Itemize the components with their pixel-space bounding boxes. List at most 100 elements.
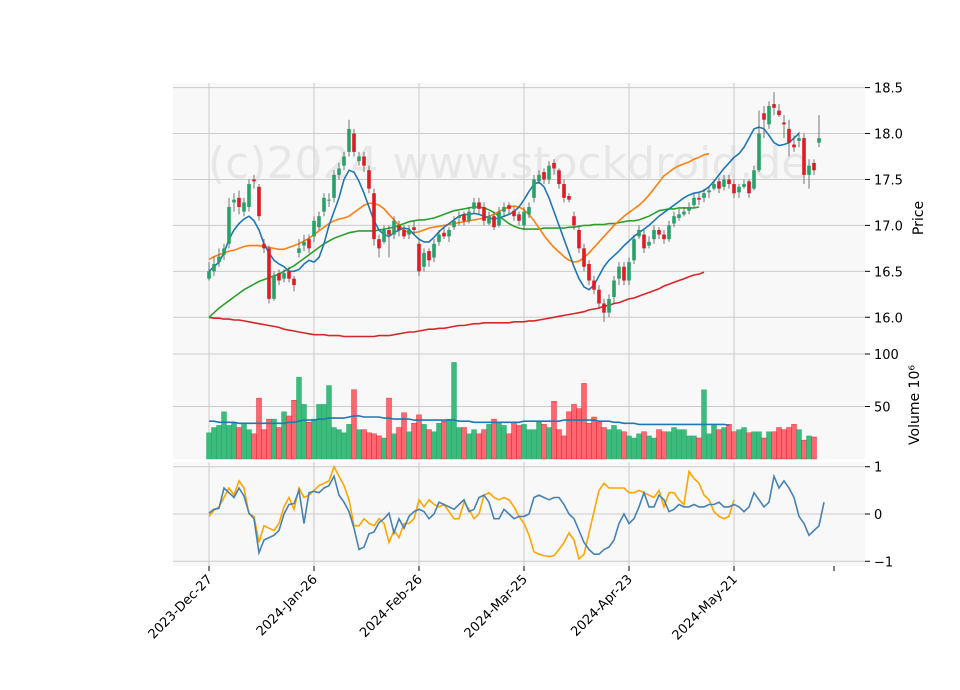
candle [522, 207, 526, 230]
candle [752, 165, 756, 191]
volume-bar [796, 429, 802, 460]
volume-bar [801, 439, 807, 460]
volume-bar [541, 424, 547, 460]
candle [402, 225, 406, 240]
volume-bar [431, 431, 437, 460]
volume-bar [231, 423, 237, 460]
candle [372, 188, 376, 246]
volume-bar [766, 431, 772, 460]
candle [612, 275, 616, 304]
volume-bar [656, 429, 662, 460]
candle [382, 225, 386, 244]
volume-bar [281, 411, 287, 460]
volume-bar [566, 411, 572, 460]
candle [387, 225, 391, 258]
candle [247, 179, 251, 212]
candle-body [707, 190, 711, 193]
candle [277, 269, 281, 286]
candle-body [382, 229, 386, 242]
candle-body [692, 197, 696, 206]
candle-body [437, 234, 441, 242]
volume-bar [781, 429, 787, 460]
candle-body [722, 179, 726, 187]
candle [352, 128, 356, 157]
candle-body [567, 195, 571, 200]
volume-bar [586, 423, 592, 460]
x-tick-label: 2024-Mar-25 [462, 572, 531, 641]
oscillator-panel: −1 0 1 [173, 461, 893, 570]
volume-ma-line [209, 415, 730, 427]
volume-bar [416, 414, 422, 460]
candle-body [547, 165, 551, 180]
volume-bar [226, 425, 232, 460]
candle [427, 248, 431, 267]
candle-body [502, 207, 506, 212]
x-tick-label: 2024-May-21 [670, 572, 741, 643]
volume-bar [256, 397, 262, 460]
candle-body [517, 214, 521, 221]
candle [222, 243, 226, 261]
candle [357, 151, 361, 166]
volume-bar [761, 437, 767, 460]
candle [282, 269, 286, 283]
candle-body [402, 229, 406, 237]
candle-body [702, 193, 706, 198]
candle-body [347, 128, 351, 152]
volume-bar [261, 429, 267, 460]
candle-body [627, 262, 631, 281]
candle-body [422, 252, 426, 267]
candle [647, 236, 651, 249]
volume-bar [696, 437, 702, 460]
candle [542, 168, 546, 185]
candle [477, 197, 481, 215]
volume-bar [596, 422, 602, 460]
candle-body [737, 186, 741, 193]
volume-bar [481, 429, 487, 460]
candle [572, 211, 576, 230]
volume-bar [491, 418, 497, 460]
volume-bar [216, 425, 222, 460]
candle-body [612, 280, 616, 298]
candle [717, 177, 721, 194]
candle [792, 135, 796, 152]
candle [502, 202, 506, 217]
candle-body [472, 202, 476, 209]
candle-body [697, 197, 701, 200]
volume-bar [676, 429, 682, 460]
candle [342, 151, 346, 171]
candle [452, 216, 456, 230]
candle-body [677, 214, 681, 219]
volume-bar [346, 424, 352, 460]
candle-body [562, 184, 566, 198]
candle [212, 256, 216, 276]
candle-body [597, 289, 601, 304]
candle-body [477, 202, 481, 209]
candle-body [587, 263, 591, 281]
candle [447, 227, 451, 242]
volume-bar [251, 433, 257, 460]
candle-body [267, 248, 271, 299]
candle-body [312, 220, 316, 237]
volume-bar [511, 422, 517, 460]
volume-bar [291, 400, 297, 460]
candle [512, 207, 516, 221]
candle-body [752, 170, 756, 189]
candle-body [332, 174, 336, 198]
candle [812, 159, 816, 175]
volume-bar [461, 427, 467, 460]
candle-body [482, 207, 486, 221]
volume-bar [441, 421, 447, 460]
y-tick-label: 16.5 [874, 265, 903, 280]
candle [667, 220, 671, 242]
volume-bar [276, 427, 282, 460]
volume-bar [591, 416, 597, 460]
candle [642, 229, 646, 253]
volume-bar [506, 433, 512, 460]
volume-bar [666, 431, 672, 460]
volume-bar [331, 427, 337, 460]
volume-bar [206, 432, 212, 460]
oscillator-gridlines [173, 462, 865, 566]
candle [377, 234, 381, 258]
candle-body [432, 243, 436, 258]
candle-body [602, 303, 606, 313]
